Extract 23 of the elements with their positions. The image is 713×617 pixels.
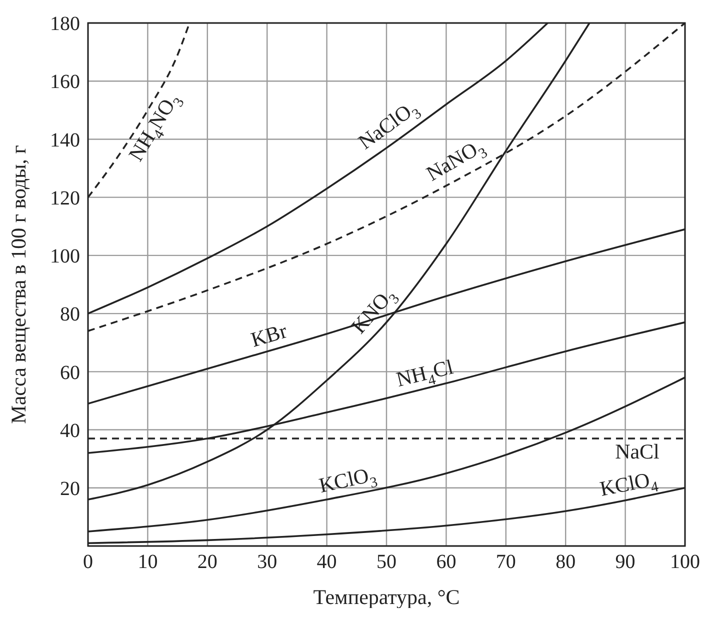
x-tick-label: 100: [670, 551, 700, 574]
y-tick-label: 160: [50, 71, 80, 94]
x-tick-label: 30: [257, 551, 278, 574]
y-axis-title: Масса вещества в 100 г воды, г: [6, 144, 30, 424]
y-tick-label: 60: [60, 362, 80, 384]
text: KBr: [248, 318, 290, 352]
x-tick-label: 50: [376, 551, 396, 574]
series-label: NaCl: [615, 439, 660, 464]
y-tick-label: 140: [50, 129, 80, 152]
y-tick-label: 120: [50, 187, 80, 210]
x-tick-label: 70: [496, 551, 516, 574]
x-tick-label: 90: [615, 551, 636, 574]
y-tick-label: 180: [50, 13, 80, 36]
x-tick-label: 80: [556, 551, 576, 574]
x-tick-label: 10: [138, 551, 158, 574]
y-tick-label: 20: [60, 478, 80, 500]
x-tick-label: 0: [83, 551, 93, 574]
y-tick-label: 80: [60, 304, 80, 326]
x-tick-label: 40: [316, 551, 337, 574]
x-tick-label: 20: [197, 551, 218, 574]
y-tick-label: 40: [60, 420, 80, 442]
y-tick-label: 100: [50, 246, 80, 268]
x-tick-label: 60: [436, 551, 456, 574]
